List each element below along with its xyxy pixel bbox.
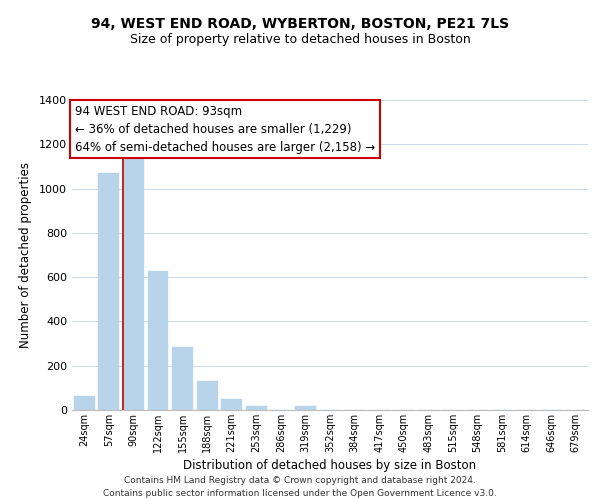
Bar <box>148 270 169 410</box>
Text: Size of property relative to detached houses in Boston: Size of property relative to detached ho… <box>130 32 470 46</box>
Bar <box>295 406 316 410</box>
Text: 94 WEST END ROAD: 93sqm
← 36% of detached houses are smaller (1,229)
64% of semi: 94 WEST END ROAD: 93sqm ← 36% of detache… <box>74 104 375 154</box>
Y-axis label: Number of detached properties: Number of detached properties <box>19 162 32 348</box>
X-axis label: Distribution of detached houses by size in Boston: Distribution of detached houses by size … <box>184 459 476 472</box>
Bar <box>246 406 267 410</box>
Bar <box>123 153 144 410</box>
Bar <box>74 396 95 410</box>
Bar <box>221 400 242 410</box>
Bar <box>172 347 193 410</box>
Bar <box>197 381 218 410</box>
Text: 94, WEST END ROAD, WYBERTON, BOSTON, PE21 7LS: 94, WEST END ROAD, WYBERTON, BOSTON, PE2… <box>91 18 509 32</box>
Bar <box>98 173 119 410</box>
Text: Contains HM Land Registry data © Crown copyright and database right 2024.
Contai: Contains HM Land Registry data © Crown c… <box>103 476 497 498</box>
